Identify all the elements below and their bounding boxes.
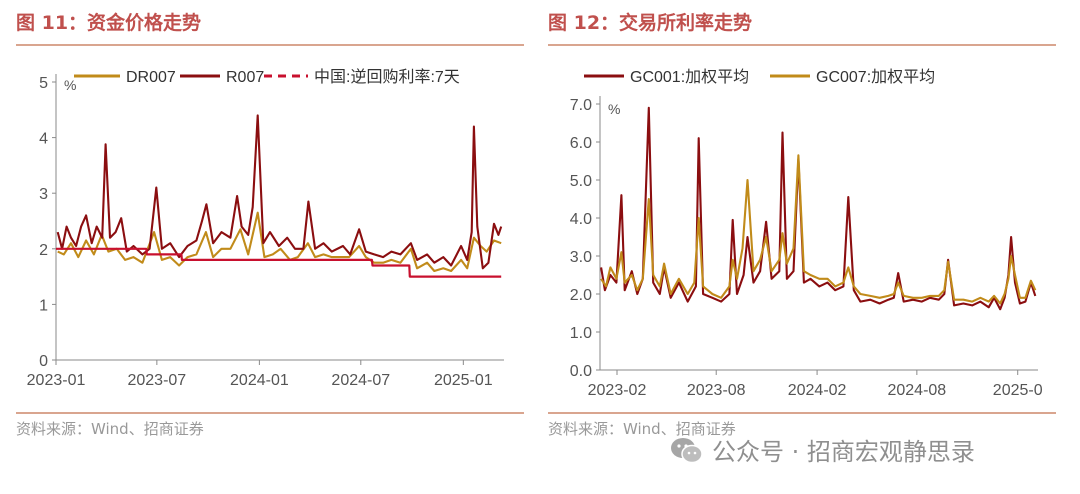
y-tick-label: 7.0 [570, 97, 592, 114]
unit-label: % [608, 101, 620, 117]
left-chart: 0 1 2 3 4 5 2023-01 2023-07 2024-01 2024-07 2025-0… [27, 68, 504, 389]
unit-label: % [64, 77, 76, 93]
series-line-2 [600, 154, 1037, 305]
left-title-rule [16, 44, 524, 46]
legend-label-1: DR007 [126, 69, 176, 86]
y-tick-label: 4 [39, 131, 48, 148]
right-chart: 0.0 1.0 2.0 3.0 4.0 5.0 6.0 7.0 2023-02 2023-08 20… [570, 68, 1043, 399]
left-chart-title: 图 11：资金价格走势 [16, 12, 202, 34]
y-tick-label: 5 [39, 75, 48, 92]
y-tick-label: 3 [39, 186, 48, 203]
legend-label-2: R007 [226, 69, 264, 86]
right-chart-title: 图 12：交易所利率走势 [548, 12, 753, 34]
x-tick-label: 2025-0 [993, 382, 1043, 399]
legend-label-1: GC001:加权平均 [630, 68, 749, 86]
y-tick-label: 6.0 [570, 135, 592, 152]
left-source-rule [16, 412, 524, 414]
x-tick-label: 2024-01 [230, 372, 289, 389]
y-tick-label: 0 [39, 353, 48, 370]
x-tick-label: 2024-08 [887, 382, 946, 399]
right-source: 资料来源：Wind、招商证券 [548, 420, 736, 438]
x-tick-label: 2025-01 [434, 372, 493, 389]
left-source: 资料来源：Wind、招商证券 [16, 420, 204, 438]
y-tick-label: 1.0 [570, 325, 592, 342]
series-line-1 [57, 211, 502, 273]
y-tick-label: 4.0 [570, 211, 592, 228]
x-tick-label: 2024-02 [788, 382, 847, 399]
x-tick-label: 2023-02 [588, 382, 647, 399]
x-tick-label: 2023-01 [27, 372, 86, 389]
y-tick-label: 2.0 [570, 287, 592, 304]
watermark-text: 公众号 · 招商宏观静思录 [712, 438, 975, 466]
x-tick-label: 2024-07 [331, 372, 390, 389]
wechat-icon [671, 438, 703, 464]
legend-label-2: GC007:加权平均 [816, 68, 935, 86]
y-tick-label: 2 [39, 242, 48, 259]
y-tick-label: 3.0 [570, 249, 592, 266]
y-tick-label: 5.0 [570, 173, 592, 190]
legend-label-3: 中国:逆回购利率:7天 [314, 68, 460, 86]
y-tick-label: 1 [39, 297, 48, 314]
series-line-3 [56, 247, 502, 278]
right-title-rule [548, 44, 1056, 46]
right-source-rule [548, 412, 1056, 414]
x-tick-label: 2023-07 [127, 372, 186, 389]
y-tick-label: 0.0 [570, 363, 592, 380]
x-tick-label: 2023-08 [687, 382, 746, 399]
series-line-2 [56, 114, 503, 270]
